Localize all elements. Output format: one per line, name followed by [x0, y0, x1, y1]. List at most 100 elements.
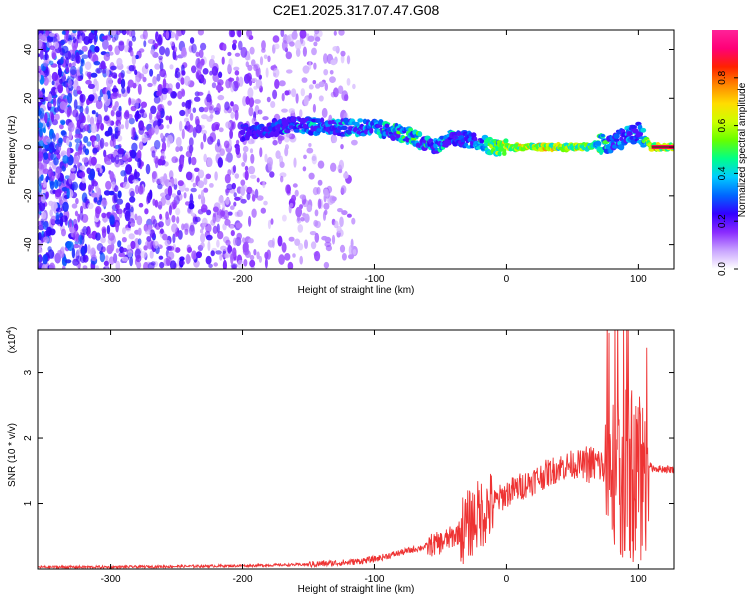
spectrogram-cell — [100, 236, 106, 244]
spectrogram-cell — [43, 236, 50, 243]
spectrogram-cell — [62, 265, 66, 269]
spectrogram-cell — [256, 195, 264, 201]
x-tick-label: -200 — [233, 274, 253, 285]
spectrogram-cell — [116, 30, 121, 36]
spectrogram-cell — [331, 135, 338, 144]
spectrogram-cell — [197, 91, 204, 96]
spectrogram-cell — [175, 136, 182, 147]
spectrogram-cell — [93, 140, 98, 146]
spectrogram-cell — [91, 110, 96, 115]
spectrogram-cell — [69, 65, 77, 76]
spectrogram-cell — [260, 207, 266, 214]
spectrogram-cell — [80, 122, 84, 129]
spectrogram-cell — [94, 30, 98, 37]
spectrogram-cell — [309, 231, 317, 236]
spectrogram-cell — [338, 168, 343, 174]
spectrogram-cell — [288, 108, 296, 114]
spectrogram-cell — [302, 46, 307, 57]
spectrogram-cell — [314, 209, 319, 217]
spectrogram-cell — [67, 122, 75, 133]
spectrogram-cell — [184, 228, 189, 235]
spectrogram-cell — [253, 85, 258, 90]
spectrogram-cell — [87, 244, 91, 255]
spectrogram-cell — [87, 83, 95, 90]
spectrogram-cell — [201, 204, 208, 213]
spectrogram-cell — [156, 110, 161, 116]
spectrogram-cell — [293, 157, 297, 168]
spectrogram-cell — [207, 136, 214, 145]
spectrogram-cell — [128, 117, 135, 125]
spectrogram-cell — [230, 253, 234, 265]
spectrogram-cell — [81, 115, 86, 124]
spectrogram-cell — [135, 54, 139, 60]
spectrogram-signal-ridge — [239, 116, 674, 157]
spectrogram-cell — [93, 196, 98, 203]
spectrogram-ridge-cell — [600, 133, 605, 138]
spectrogram-y-ticks: -40 -20 0 20 40 — [23, 44, 674, 252]
spectrogram-cell — [197, 180, 205, 189]
spectrogram-cell — [337, 208, 343, 213]
y-tick-label: 40 — [23, 44, 34, 56]
spectrogram-cell — [51, 52, 57, 60]
spectrogram-cell — [217, 94, 225, 101]
spectrogram-cell — [272, 139, 278, 146]
spectrogram-cell — [137, 149, 142, 159]
spectrogram-cell — [87, 202, 94, 210]
spectrogram-cell — [281, 108, 288, 113]
spectrogram-cell — [300, 88, 305, 97]
spectrogram-cell — [200, 141, 204, 150]
spectrogram-cell — [75, 197, 79, 205]
spectrogram-cell — [48, 60, 54, 66]
spectrogram-cell — [53, 113, 60, 121]
spectrogram-cell — [138, 141, 144, 151]
spectrogram-cell — [288, 203, 292, 214]
spectrogram-cell — [122, 227, 126, 235]
spectrogram-cell — [200, 233, 206, 243]
spectrogram-cell — [198, 49, 204, 58]
spectrogram-cell — [143, 261, 149, 269]
spectrogram-cell — [106, 68, 110, 77]
spectrogram-ridge-cell — [630, 124, 637, 130]
spectrogram-cell — [140, 106, 145, 118]
spectrogram-cell — [197, 169, 205, 179]
spectrogram-cell — [171, 193, 177, 198]
spectrogram-cell — [180, 77, 185, 85]
spectrogram-cell — [76, 90, 83, 95]
spectrogram-cell — [93, 35, 97, 46]
spectrogram-cell — [164, 47, 170, 57]
spectrogram-cell — [109, 139, 114, 147]
y-tick-label: -20 — [23, 188, 34, 203]
spectrogram-cell — [175, 32, 179, 41]
spectrogram-cell — [221, 56, 225, 65]
spectrogram-cell — [154, 43, 159, 48]
spectrogram-cell — [78, 234, 83, 245]
spectrogram-cell — [88, 184, 92, 192]
spectrogram-cell — [187, 246, 193, 253]
spectrogram-cell — [200, 42, 207, 51]
spectrogram-cell — [61, 187, 68, 192]
spectrogram-cell — [180, 154, 185, 165]
spectrogram-cell — [232, 39, 238, 45]
spectrogram-cell — [48, 161, 53, 166]
spectrogram-cell — [84, 107, 89, 115]
spectrogram-cell — [240, 198, 247, 204]
spectrogram-cell — [247, 64, 253, 71]
spectrogram-cell — [352, 249, 357, 255]
spectrogram-cell — [159, 68, 167, 78]
spectrogram-cell — [127, 79, 134, 88]
spectrogram-cell — [102, 69, 106, 74]
spectrogram-cell — [60, 246, 65, 252]
x-tick-label: 0 — [504, 574, 510, 585]
spectrogram-cell — [136, 110, 140, 119]
spectrogram-noise-layer — [38, 30, 358, 269]
spectrogram-cell — [157, 158, 163, 166]
spectrogram-cell — [171, 223, 178, 233]
spectrogram-cell — [215, 84, 223, 91]
spectrogram-cell — [61, 130, 68, 138]
spectrogram-cell — [238, 40, 243, 51]
spectrogram-cell — [65, 57, 69, 67]
colorbar-gradient — [712, 30, 738, 269]
spectrogram-ridge-cell — [639, 136, 644, 140]
